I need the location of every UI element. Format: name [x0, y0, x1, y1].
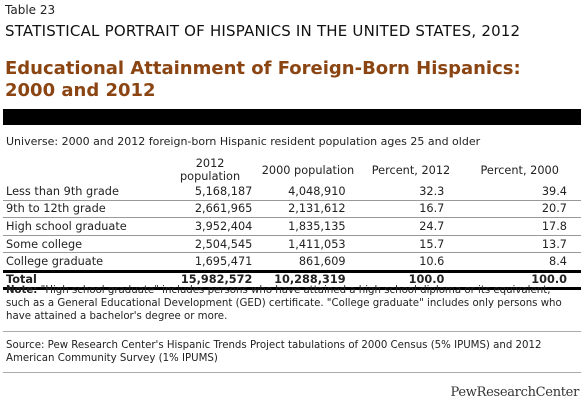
cell-2000-population: 1,411,053	[252, 235, 364, 254]
page-title: Educational Attainment of Foreign-Born H…	[5, 58, 521, 101]
row-label: High school graduate	[3, 217, 168, 236]
cell-2000-population: 2,131,612	[252, 200, 364, 219]
cell-percent-2012: 10.6	[363, 252, 459, 272]
total-row: Total 15,982,572 10,288,319 100.0 100.0	[3, 269, 581, 290]
table-row: Less than 9th grade 5,168,187 4,048,910 …	[3, 183, 581, 201]
table-row: Some college 2,504,545 1,411,053 15.7 13…	[3, 235, 581, 254]
cell-2012-population: 2,504,545	[167, 235, 253, 254]
total-percent-2000: 100.0	[458, 269, 581, 290]
cell-percent-2000: 20.7	[458, 200, 581, 219]
row-label: Less than 9th grade	[3, 183, 168, 201]
total-2012-population: 15,982,572	[167, 269, 253, 290]
cell-2012-population: 2,661,965	[167, 200, 253, 219]
row-label: 9th to 12th grade	[3, 200, 168, 219]
row-label: College graduate	[3, 252, 168, 272]
cell-percent-2000: 13.7	[458, 235, 581, 254]
divider	[3, 372, 581, 373]
table-row: College graduate 1,695,471 861,609 10.6 …	[3, 252, 581, 272]
total-2000-population: 10,288,319	[252, 269, 364, 290]
table-row: High school graduate 3,952,404 1,835,135…	[3, 217, 581, 236]
header-bar	[3, 109, 581, 125]
cell-percent-2000: 8.4	[458, 252, 581, 272]
cell-percent-2000: 17.8	[458, 217, 581, 236]
attainment-table: 2012 population 2000 population Percent,…	[3, 157, 581, 290]
universe-note: Universe: 2000 and 2012 foreign-born His…	[6, 135, 481, 148]
source-note: Source: Pew Research Center's Hispanic T…	[6, 340, 542, 364]
divider	[3, 331, 581, 332]
column-header: 2012 population	[180, 157, 241, 183]
column-header	[3, 157, 168, 183]
column-header: Percent, 2000	[480, 163, 559, 177]
note-text: "High school graduate" includes persons …	[6, 285, 562, 322]
cell-2012-population: 1,695,471	[167, 252, 253, 272]
cell-2000-population: 861,609	[252, 252, 364, 272]
table-label: Table 23	[5, 3, 56, 17]
cell-percent-2012: 15.7	[363, 235, 459, 254]
cell-2000-population: 1,835,135	[252, 217, 364, 236]
cell-percent-2012: 32.3	[363, 183, 459, 201]
cell-2000-population: 4,048,910	[252, 183, 364, 201]
cell-2012-population: 3,952,404	[167, 217, 253, 236]
super-title: STATISTICAL PORTRAIT OF HISPANICS IN THE…	[5, 22, 521, 40]
pew-logo: PewResearchCenter	[450, 385, 580, 400]
total-percent-2012: 100.0	[363, 269, 459, 290]
column-header: Percent, 2012	[371, 163, 451, 177]
table-note: Note: "High school graduate" includes pe…	[6, 284, 576, 323]
cell-percent-2012: 16.7	[363, 200, 459, 219]
cell-percent-2000: 39.4	[458, 183, 581, 201]
cell-percent-2012: 24.7	[363, 217, 459, 236]
table-header-row: 2012 population 2000 population Percent,…	[3, 157, 581, 183]
note-label: Note:	[6, 285, 38, 296]
table-row: 9th to 12th grade 2,661,965 2,131,612 16…	[3, 200, 581, 219]
column-header: 2000 population	[261, 163, 355, 177]
total-label: Total	[3, 269, 168, 290]
row-label: Some college	[3, 235, 168, 254]
cell-2012-population: 5,168,187	[167, 183, 253, 201]
